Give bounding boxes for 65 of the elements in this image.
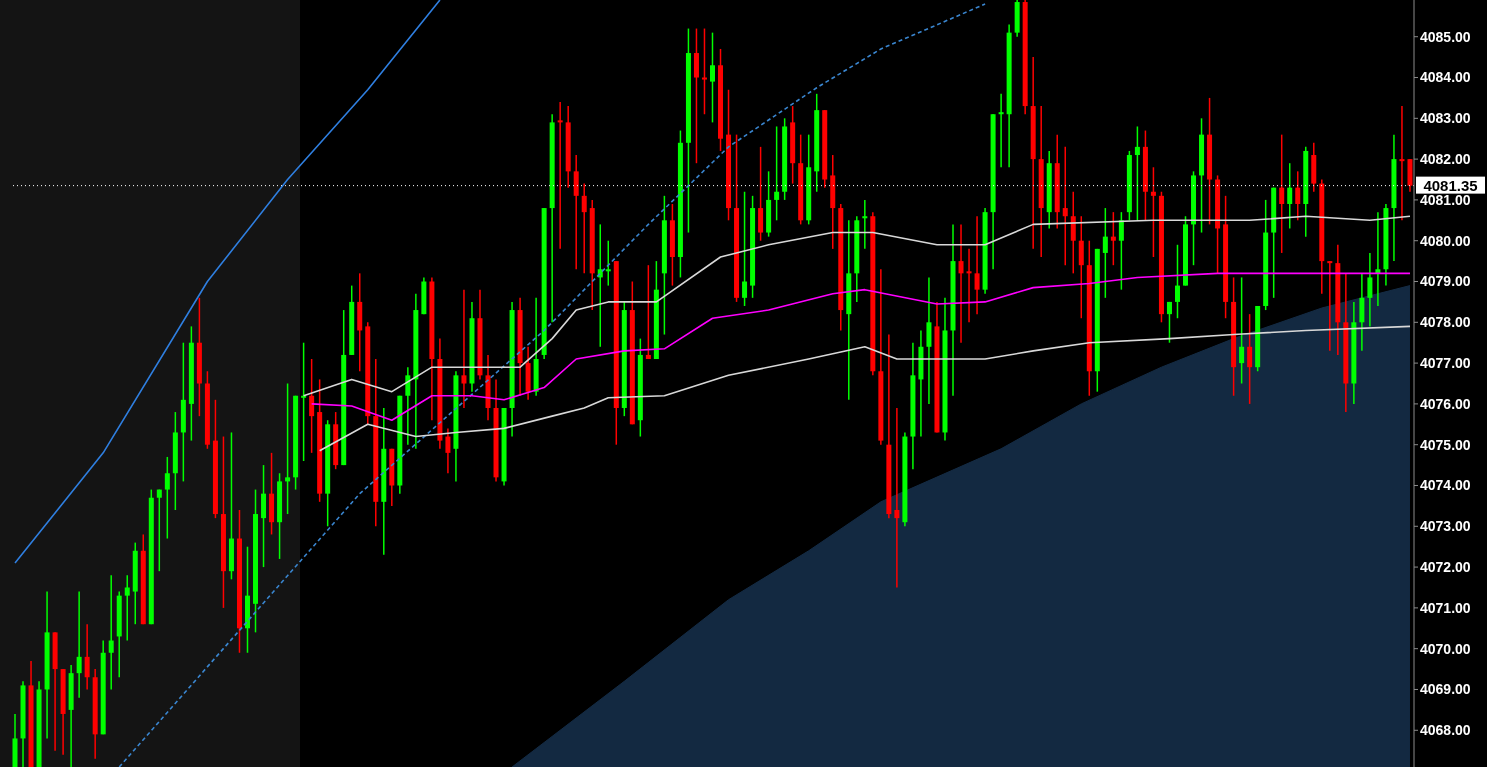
candlestick	[1239, 276, 1245, 385]
y-tick-label: 4082.00	[1420, 151, 1471, 168]
candlestick	[1134, 125, 1140, 222]
y-tick-label: 4073.00	[1420, 518, 1471, 535]
candlestick	[1174, 244, 1180, 319]
candlestick	[709, 31, 715, 124]
candlestick	[645, 264, 651, 360]
candlestick	[701, 27, 707, 115]
candlestick	[605, 239, 611, 287]
candlestick	[1287, 162, 1293, 230]
candlestick	[445, 427, 451, 475]
y-tick-label: 4080.00	[1420, 232, 1471, 249]
candlestick	[1399, 105, 1405, 222]
y-tick-label: 4078.00	[1420, 314, 1471, 331]
candlestick	[156, 488, 162, 572]
line-series	[118, 3, 986, 767]
y-tick-label: 4085.00	[1420, 28, 1471, 45]
y-tick-label: 4070.00	[1420, 640, 1471, 657]
candlestick	[774, 125, 780, 222]
y-tick-label: 4071.00	[1420, 599, 1471, 616]
candlestick	[301, 341, 307, 462]
y-tick-label: 4084.00	[1420, 69, 1471, 86]
y-tick-label: 4083.00	[1420, 110, 1471, 127]
y-tick-label: 4072.00	[1420, 559, 1471, 576]
y-tick-label: 4074.00	[1420, 477, 1471, 494]
candlestick	[1327, 260, 1333, 352]
candlestick	[894, 407, 900, 589]
candlestick	[124, 574, 130, 642]
candlestick	[1102, 207, 1108, 299]
candlestick	[1166, 301, 1172, 344]
candlestick	[84, 623, 90, 691]
candlestick	[76, 590, 82, 699]
candlestick	[557, 101, 563, 250]
y-tick-label: 4079.00	[1420, 273, 1471, 290]
y-tick-label: 4076.00	[1420, 395, 1471, 412]
line-series	[310, 272, 1411, 422]
candlestick	[1118, 211, 1124, 291]
y-tick-label: 4077.00	[1420, 355, 1471, 372]
candlestick	[1247, 313, 1253, 405]
candlestick	[164, 456, 170, 540]
candlestick	[1110, 211, 1116, 266]
y-tick-label: 4068.00	[1420, 722, 1471, 739]
candlestick	[108, 574, 114, 691]
line-series	[14, 0, 441, 564]
line-series	[302, 215, 1411, 397]
candlestick	[862, 199, 868, 250]
candlestick	[966, 248, 972, 324]
candlestick	[974, 215, 980, 315]
candlestick	[1295, 170, 1301, 222]
candlestick	[1375, 211, 1381, 307]
y-tick-label: 4069.00	[1420, 681, 1471, 698]
candlestick	[309, 358, 315, 454]
candlestick	[1367, 252, 1373, 328]
candlestick	[405, 366, 411, 446]
candlestick	[998, 93, 1004, 169]
candlestick	[742, 191, 748, 307]
candlestick	[1279, 133, 1285, 254]
candlestick	[461, 288, 467, 409]
candlestick	[581, 182, 587, 275]
candlestick	[1150, 166, 1156, 258]
y-tick-label: 4075.00	[1420, 436, 1471, 453]
candlestick	[958, 223, 964, 344]
candlestick	[285, 382, 291, 515]
line-series	[318, 325, 1411, 452]
candlestick	[1062, 146, 1068, 266]
